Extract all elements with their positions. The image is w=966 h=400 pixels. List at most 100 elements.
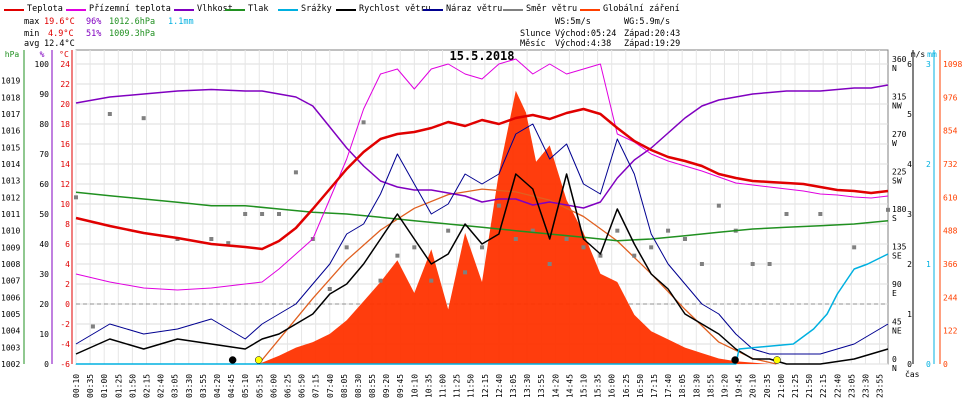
axis-temperature-tick: 2: [65, 280, 70, 289]
legend-smer-vetru: Směr větru: [526, 4, 578, 14]
axis-radiation-tick: 1098: [943, 60, 962, 69]
legend-naraz-vetru: Náraz větru: [446, 4, 503, 14]
axis-direction-label: SE: [892, 252, 902, 261]
axis-direction-tick: 90: [892, 280, 902, 289]
moon-label: Měsíc: [520, 39, 546, 49]
sun-set: Západ:20:43: [624, 29, 681, 39]
axis-direction-tick: 360: [892, 55, 907, 64]
axis-humidity-tick: 60: [39, 180, 49, 189]
wind-direction-point: [615, 228, 620, 233]
x-tick-label: 10:10: [410, 374, 419, 398]
axis-temperature-tick: -6: [60, 360, 70, 369]
stat-max-hum: 96%: [86, 17, 102, 27]
axis-pressure-tick: 1017: [1, 110, 20, 119]
x-tick-label: 04:20: [213, 374, 222, 398]
wind-direction-point: [598, 253, 603, 258]
wind-direction-point: [750, 262, 755, 266]
stat-min-hum: 51%: [86, 29, 102, 39]
x-tick-label: 03:30: [185, 374, 194, 398]
axis-pressure-tick: 1018: [1, 93, 20, 102]
wind-direction-point: [90, 324, 95, 329]
axis-pressure-tick: 1016: [1, 127, 20, 136]
axis-pressure-tick: 1012: [1, 193, 20, 202]
axis-direction-label: N: [892, 364, 897, 373]
axis-humidity-tick: 70: [39, 150, 49, 159]
stat-max-press: 1012.6hPa: [109, 17, 156, 27]
x-tick-label: 06:25: [283, 374, 292, 398]
wind-direction-point: [767, 262, 772, 266]
legend-swatch-globalni-zareni: [580, 9, 600, 11]
wind-direction-point: [327, 287, 332, 291]
x-tick-label: 21:25: [791, 374, 800, 398]
axis-humidity-title: %: [40, 50, 45, 59]
axis-radiation-tick: 732: [943, 160, 958, 169]
axis-direction-tick: 180: [892, 205, 907, 214]
x-tick-label: 13:05: [509, 374, 518, 398]
axis-rain-tick: 3: [926, 60, 931, 69]
sun-rise: Východ:05:24: [555, 29, 617, 39]
axis-humidity-tick: 90: [39, 90, 49, 99]
axis-wind-tick: 5: [907, 110, 912, 119]
wind-direction-point: [852, 245, 857, 250]
stat-min-label: min: [24, 29, 40, 39]
axis-pressure-tick: 1003: [1, 343, 20, 352]
x-tick-label: 14:20: [551, 374, 560, 398]
marker-sunrise: [254, 356, 263, 364]
axis-direction-label: N: [892, 64, 897, 73]
x-tick-label: 07:15: [312, 374, 321, 398]
x-tick-label: 23:05: [847, 374, 856, 398]
axis-pressure-tick: 1005: [1, 310, 20, 319]
x-tick-label: 09:45: [396, 374, 405, 398]
axis-pressure-tick: 1007: [1, 277, 20, 286]
legend-srazky: Srážky: [301, 4, 332, 14]
axis-humidity-tick: 30: [39, 270, 49, 279]
axis-pressure-tick: 1006: [1, 293, 20, 302]
chart-title: 15.5.2018: [449, 49, 514, 63]
wind-direction-point: [209, 237, 214, 241]
axis-direction-label: SW: [892, 177, 902, 186]
x-tick-label: 07:40: [326, 374, 335, 398]
stat-avg-label: avg: [24, 39, 40, 49]
x-tick-label: 11:25: [453, 374, 462, 398]
wind-direction-point: [496, 203, 501, 208]
axis-direction-tick: 45: [892, 318, 902, 327]
axis-pressure-tick: 1008: [1, 260, 20, 269]
axis-pressure-tick: 1010: [1, 227, 20, 236]
wind-direction-point: [564, 237, 569, 241]
legend-swatch-prizemni-teplota: [66, 9, 86, 11]
legend-swatch-smer-vetru: [503, 9, 523, 11]
x-tick-label: 01:25: [114, 374, 123, 398]
axis-direction-label: S: [892, 214, 897, 223]
axis-direction-tick: 0: [892, 355, 897, 364]
series-wind-gust: [75, 123, 889, 355]
legend-prizemni-teplota: Přízemní teplota: [89, 4, 171, 14]
stat-max-label: max: [24, 17, 40, 27]
x-tick-label: 19:45: [735, 374, 744, 398]
legend-swatch-rychlost-vetru: [336, 9, 356, 11]
axis-radiation-tick: 854: [943, 127, 958, 136]
wind-ws: WS:5m/s: [555, 17, 591, 27]
axis-wind-tick: 4: [907, 160, 912, 169]
axis-temperature-tick: 4: [65, 260, 70, 269]
legend-swatch-naraz-vetru: [423, 9, 443, 11]
x-tick-label: 08:55: [368, 374, 377, 398]
wind-direction-point: [446, 228, 451, 233]
x-tick-label: 18:55: [706, 374, 715, 398]
axis-temperature-tick: -2: [60, 320, 70, 329]
moon-rise: Východ:4:38: [555, 39, 612, 49]
axis-temperature-tick: 12: [60, 180, 70, 189]
wind-direction-point: [818, 212, 823, 216]
axis-temperature-tick: 22: [60, 80, 70, 89]
axis-pressure-tick: 1002: [1, 360, 20, 369]
axis-pressure-tick: 1019: [1, 77, 20, 86]
axis-wind-tick: 0: [907, 360, 912, 369]
wind-direction-point: [886, 207, 890, 212]
x-tick-label: 17:15: [650, 374, 659, 398]
axis-rain-tick: 2: [926, 160, 931, 169]
axis-radiation-tick: 366: [943, 260, 958, 269]
x-tick-label: 09:20: [382, 374, 391, 398]
wind-direction-point: [226, 241, 231, 246]
wind-direction-point: [547, 262, 552, 266]
wind-direction-point: [530, 228, 535, 233]
